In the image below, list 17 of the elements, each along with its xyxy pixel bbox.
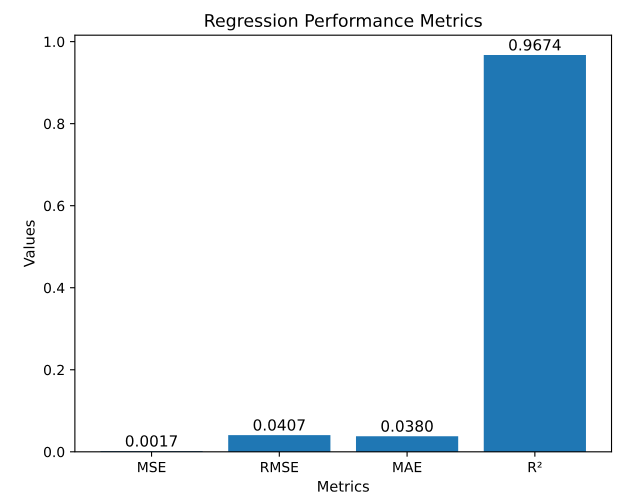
y-tick-label: 0.6 [44,200,64,212]
y-tick-label: 0.0 [44,446,64,458]
x-tick-label: MSE [138,462,166,472]
chart-title: Regression Performance Metrics [205,14,482,30]
x-tick-label: MAE [393,462,422,472]
x-tick-label: RMSE [261,462,298,472]
y-tick-label: 1.0 [44,36,64,48]
data-label: 0.0407 [254,419,305,431]
y-tick-label: 0.4 [44,282,64,294]
data-label: 0.0017 [126,435,177,447]
x-tick-label: R² [528,462,542,472]
y-tick-label: 0.8 [44,118,64,130]
data-label: 0.9674 [509,39,561,51]
y-axis-title: Values [23,220,35,268]
y-tick-label: 0.2 [44,364,64,376]
data-label: 0.0380 [381,420,433,432]
x-axis-title: Metrics [318,480,369,492]
